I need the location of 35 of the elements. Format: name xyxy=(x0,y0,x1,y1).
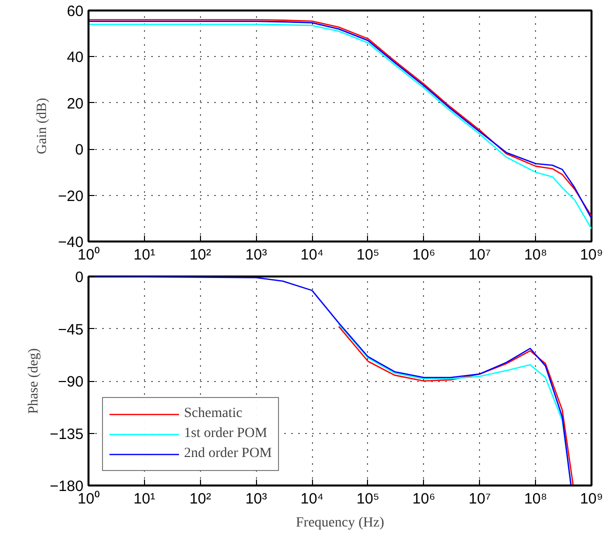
x-tick-label: 10⁴ xyxy=(300,490,324,508)
y-tick-label: −135 xyxy=(50,426,84,443)
x-tick-label: 10⁶ xyxy=(412,490,436,508)
y-tick-label: −20 xyxy=(58,188,84,205)
x-tick-label: 10⁰ xyxy=(78,490,100,508)
x-tick-label: 10⁹ xyxy=(580,490,604,508)
y-tick-label: −90 xyxy=(58,374,84,390)
x-tick-label: 10⁵ xyxy=(356,490,380,508)
legend-label: Schematic xyxy=(184,406,242,422)
x-tick-label: 10³ xyxy=(245,246,268,264)
legend-label: 1st order POM xyxy=(184,426,268,442)
y-axis-title: Phase (deg) xyxy=(26,348,42,414)
x-tick-label: 10¹ xyxy=(134,246,156,264)
y-tick-label: 40 xyxy=(66,49,84,66)
y-axis-title: Gain (dB) xyxy=(35,97,50,154)
y-tick-label: 60 xyxy=(66,3,84,20)
x-tick-label: 10² xyxy=(189,490,212,508)
x-tick-label: 10⁴ xyxy=(300,246,324,264)
y-tick-label: −45 xyxy=(58,321,84,338)
x-tick-label: 10⁷ xyxy=(468,246,491,264)
x-axis-title: Frequency (Hz) xyxy=(296,516,384,530)
x-tick-label: 10⁸ xyxy=(524,490,548,508)
x-tick-label: 10⁹ xyxy=(580,246,604,264)
x-tick-label: 10² xyxy=(189,246,212,264)
x-tick-label: 10⁵ xyxy=(356,246,380,264)
y-tick-label: 20 xyxy=(66,95,84,112)
x-tick-label: 10⁰ xyxy=(78,246,100,264)
x-tick-label: 10⁷ xyxy=(468,490,491,508)
x-tick-label: 10³ xyxy=(245,490,268,508)
y-tick-label: 0 xyxy=(75,269,84,286)
legend-label: 2nd order POM xyxy=(184,446,272,462)
x-tick-label: 10⁸ xyxy=(524,246,548,264)
x-tick-label: 10⁶ xyxy=(412,246,436,264)
x-tick-label: 10¹ xyxy=(134,490,156,508)
y-tick-label: 0 xyxy=(75,142,84,159)
